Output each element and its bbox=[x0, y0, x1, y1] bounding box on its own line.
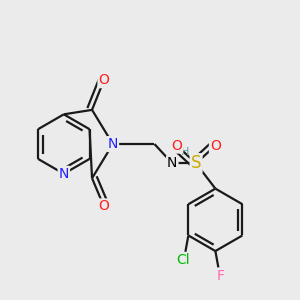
Text: F: F bbox=[217, 269, 225, 283]
Text: O: O bbox=[98, 200, 110, 214]
Text: N: N bbox=[167, 156, 178, 170]
Text: N: N bbox=[58, 167, 69, 181]
Text: S: S bbox=[191, 154, 201, 172]
Text: O: O bbox=[210, 139, 221, 152]
Text: H: H bbox=[181, 147, 189, 157]
Text: Cl: Cl bbox=[176, 253, 190, 267]
Text: O: O bbox=[171, 139, 182, 152]
Text: N: N bbox=[108, 137, 118, 151]
Text: O: O bbox=[98, 73, 110, 87]
